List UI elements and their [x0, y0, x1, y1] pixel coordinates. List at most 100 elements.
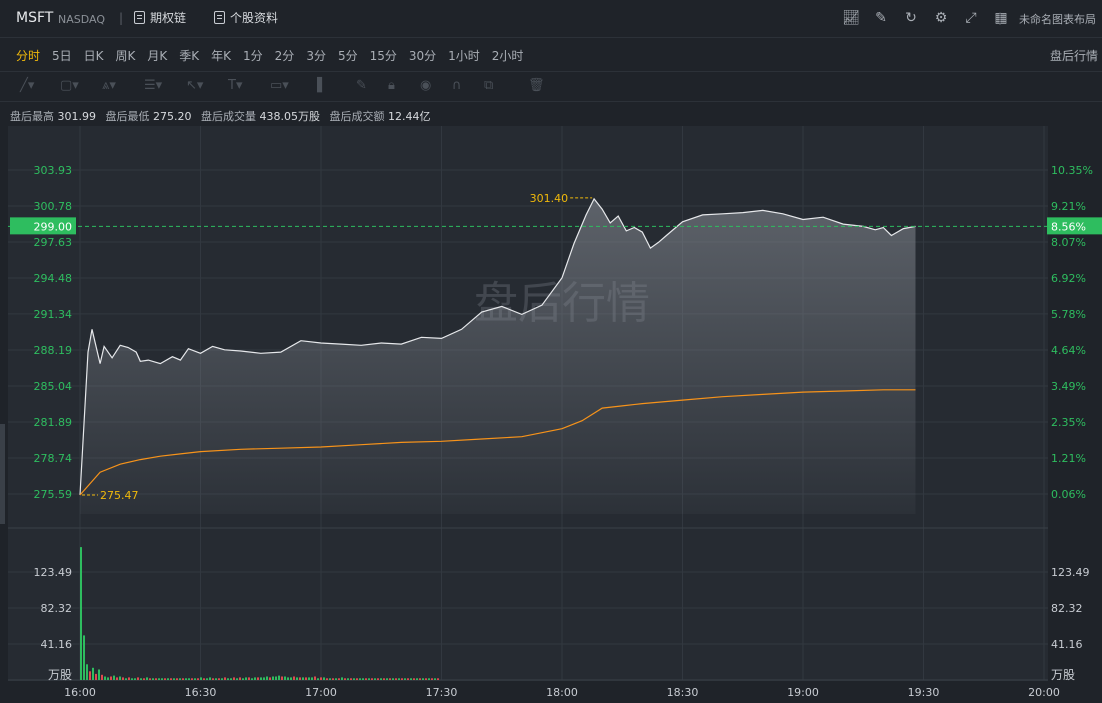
period-tab[interactable]: 1分: [243, 49, 263, 63]
volume-bar: [89, 671, 91, 680]
volume-bar: [374, 678, 376, 680]
period-tab[interactable]: 季K: [179, 49, 200, 63]
volume-bar: [281, 676, 283, 680]
period-bar: 分时 5日 日K 周K 月K 季K 年K 1分 2分 3分 5分 15分 30分 1小时 2小时 盘后行情: [0, 38, 1102, 72]
trash-icon[interactable]: 🗑︎: [528, 78, 545, 93]
high-value: 301.99: [57, 110, 97, 123]
stock-symbol[interactable]: MSFT: [16, 10, 54, 26]
percent-tick-label: 8.07%: [1051, 236, 1086, 249]
text-icon[interactable]: T▾: [228, 78, 243, 93]
volume-unit-label: 万股: [1051, 668, 1075, 682]
period-tab[interactable]: 3分: [306, 49, 326, 63]
volume-bar: [359, 678, 361, 680]
period-tabs: 分时 5日 日K 周K 月K 季K 年K 1分 2分 3分 5分 15分 30分 1小时 2小时: [16, 47, 523, 64]
volume-bar: [347, 678, 349, 680]
volume-bar: [80, 547, 82, 680]
volume-bar: [209, 677, 211, 680]
volume-bar: [110, 676, 112, 680]
percent-tick-label: 10.35%: [1051, 164, 1093, 177]
volume-bar: [83, 635, 85, 680]
intraday-chart[interactable]: 盘后行情301.40275.47303.93300.78297.63294.48…: [0, 126, 1102, 703]
options-chain-button[interactable]: 期权链: [134, 9, 186, 26]
fullscreen-icon[interactable]: ⤢: [965, 10, 977, 26]
indicator-icon[interactable]: 📈︎: [842, 10, 860, 26]
stock-info-button[interactable]: 个股资料: [214, 9, 278, 26]
pencil-icon[interactable]: ✎: [356, 78, 367, 93]
volume-bar: [224, 677, 226, 680]
volume-bar: [323, 677, 325, 680]
volume-bar: [425, 678, 427, 680]
volume-bar: [410, 678, 412, 680]
volume-bar: [260, 677, 262, 680]
pattern-icon[interactable]: ⩓▾: [102, 78, 116, 93]
time-tick-label: 18:30: [667, 686, 699, 699]
volume-bar: [227, 678, 229, 680]
percent-tick-label: 6.92%: [1051, 272, 1086, 285]
volume-bar: [134, 678, 136, 680]
volume-bar: [119, 676, 121, 680]
volume-bar: [329, 678, 331, 680]
volume-bar: [368, 678, 370, 680]
volume-bar: [389, 678, 391, 680]
eye-icon[interactable]: ◉: [420, 78, 432, 93]
arrow-icon[interactable]: ↖▾: [186, 78, 204, 93]
volume-bar: [116, 677, 118, 680]
group-icon[interactable]: ⧉: [484, 78, 494, 93]
period-tab[interactable]: 日K: [83, 49, 104, 63]
period-tab[interactable]: 周K: [115, 49, 136, 63]
ruler-icon[interactable]: ▭▾: [270, 78, 289, 93]
amount-label: 盘后成交额: [329, 110, 385, 123]
volume-bar: [248, 677, 250, 680]
lock-icon[interactable]: 🔒︎: [388, 78, 395, 93]
price-tick-label: 303.93: [34, 164, 73, 177]
time-tick-label: 19:30: [908, 686, 940, 699]
period-tab[interactable]: 月K: [147, 49, 168, 63]
period-tab[interactable]: 1小时: [448, 49, 480, 63]
after-hours-button[interactable]: 盘后行情: [1049, 49, 1098, 63]
price-tick-label: 275.59: [34, 488, 73, 501]
volume-bar: [122, 677, 124, 680]
volume-bar: [401, 678, 403, 680]
volume-bar: [350, 678, 352, 680]
volume-bar: [383, 678, 385, 680]
price-line: [79, 197, 916, 496]
volume-tick-label: 82.32: [1051, 602, 1083, 615]
volume-bar: [167, 678, 169, 680]
volume-bar: [113, 675, 115, 680]
chart-doc-icon: [134, 11, 145, 24]
volume-bar: [272, 676, 274, 680]
volume-bar: [437, 678, 439, 680]
period-tab[interactable]: 2分: [274, 49, 295, 63]
volume-bar: [290, 677, 292, 680]
layout-name[interactable]: 未命名图表布局: [1019, 13, 1096, 26]
period-tab[interactable]: 5日: [52, 49, 72, 63]
trendline-icon[interactable]: ╱▾: [20, 78, 35, 93]
volume-bar: [98, 669, 100, 680]
period-tab[interactable]: 5分: [337, 49, 358, 63]
time-tick-label: 17:30: [426, 686, 458, 699]
period-tab[interactable]: 2小时: [491, 49, 524, 63]
volume-bar: [233, 677, 235, 680]
period-tab[interactable]: 30分: [408, 49, 437, 63]
volume-bar: [404, 678, 406, 680]
draw-icon[interactable]: ✎: [875, 10, 887, 26]
price-tick-label: 278.74: [34, 452, 73, 465]
volume-label: 盘后成交量: [201, 110, 256, 123]
period-tab[interactable]: 年K: [211, 49, 232, 63]
volume-bar: [434, 678, 436, 680]
measure-icon[interactable]: ▐: [312, 78, 322, 93]
period-tab[interactable]: 15分: [369, 49, 397, 63]
layout-grid-icon[interactable]: ▦: [994, 10, 1008, 26]
fib-icon[interactable]: ☰▾: [144, 78, 163, 93]
refresh-icon[interactable]: ↻: [905, 10, 917, 26]
time-tick-label: 20:00: [1028, 686, 1060, 699]
volume-bar: [299, 677, 301, 680]
volume-bar: [314, 676, 316, 680]
percent-tick-label: 0.06%: [1051, 488, 1086, 501]
volume-bar: [416, 678, 418, 680]
period-tab[interactable]: 分时: [16, 49, 41, 63]
rectangle-icon[interactable]: ▢▾: [60, 78, 79, 93]
settings-icon[interactable]: ⚙: [934, 10, 948, 26]
magnet-icon[interactable]: ∩: [452, 78, 462, 93]
volume-bar: [197, 678, 199, 680]
